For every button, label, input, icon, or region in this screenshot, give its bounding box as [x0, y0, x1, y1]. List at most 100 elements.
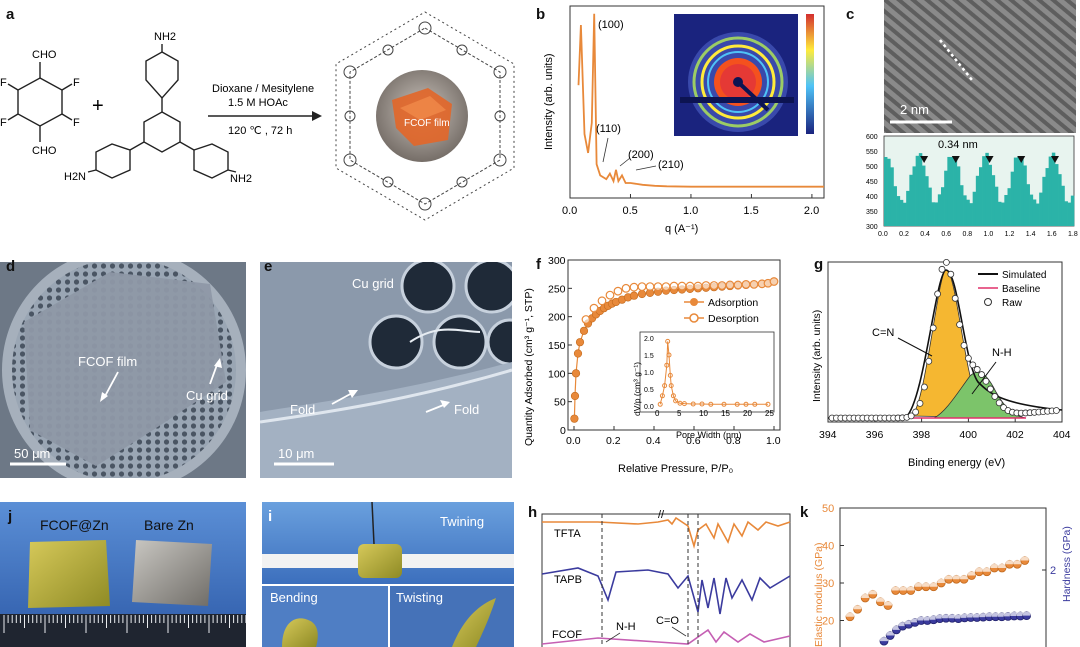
- bet-legend: Adsorption Desorption: [684, 297, 759, 325]
- condition-solvent: Dioxane / Mesitylene: [212, 83, 314, 95]
- desorption-point: [629, 282, 639, 292]
- inset-ytick-label: 2.0: [644, 336, 654, 343]
- condition-acid: 1.5 M HOAc: [228, 97, 288, 109]
- co-label: C=O: [656, 615, 679, 627]
- profile-bar: [1001, 202, 1005, 226]
- flexibility-photos: Twining Bending Twisting: [262, 502, 514, 647]
- inset-ytick-label: 0.0: [644, 404, 654, 411]
- hardness-point-half: [973, 613, 981, 618]
- profile-bar: [893, 186, 897, 226]
- desorption-point: [677, 281, 687, 291]
- inset-xtick-label: 10: [699, 409, 708, 418]
- hardness-point-half: [997, 612, 1006, 617]
- desorption-point: [669, 281, 679, 291]
- lattice-marker: [1051, 156, 1059, 163]
- profile-bar: [887, 158, 891, 226]
- bet-ytick-label: 150: [548, 340, 566, 352]
- profile-bar: [899, 199, 904, 226]
- modulus-point-half: [998, 564, 1006, 568]
- profile-bar: [1017, 157, 1021, 226]
- profile-ytick-label: 400: [866, 194, 878, 201]
- legend-simulated: Simulated: [1002, 270, 1046, 281]
- bet-xtick-label: 0.8: [726, 435, 741, 447]
- cu-grid-label-e: Cu grid: [352, 276, 394, 291]
- profile-bar: [903, 202, 907, 226]
- bet-chart: Quantity Adsorbed (cm³ g⁻¹, STP) Relativ…: [523, 255, 781, 475]
- ftir-chart: // TFTA TAPB FCOF N-H C=O: [541, 509, 791, 647]
- bet-ytick-label: 0: [560, 425, 566, 437]
- hardness-point-half: [892, 625, 901, 630]
- raw-point: [982, 377, 990, 385]
- panel-label-h: h: [528, 504, 538, 521]
- hardness-point-half: [880, 637, 888, 642]
- desorption-point: [717, 281, 727, 290]
- pore-point: [667, 372, 673, 378]
- profile-bar: [1061, 185, 1065, 226]
- hardness-point-half: [966, 613, 975, 618]
- nh2-right: NH2: [230, 173, 252, 185]
- legend-baseline: Baseline: [1002, 284, 1041, 295]
- peak-nh: N-H: [992, 347, 1012, 359]
- hardness-point-half: [917, 616, 926, 621]
- twining-label: Twining: [440, 514, 484, 529]
- twining-foil: [358, 544, 402, 578]
- profile-xtick-label: 0.4: [920, 231, 930, 238]
- desorption-point: [653, 282, 663, 292]
- hardness-point-half: [904, 620, 913, 625]
- profile-bar: [1023, 165, 1027, 226]
- peak-100: (100): [598, 19, 624, 31]
- cof-framework: [335, 11, 515, 221]
- peak-200: (200): [628, 149, 654, 161]
- monomer-tfta: [7, 62, 73, 142]
- profile-bar: [1045, 168, 1049, 226]
- panel-label-c: c: [846, 6, 855, 23]
- profile-bar: [972, 191, 977, 226]
- profile-bar: [890, 167, 894, 226]
- profile-bar: [1036, 203, 1040, 226]
- profile-bar: [985, 152, 989, 226]
- profile-bar: [896, 196, 901, 226]
- lattice-marker: [920, 156, 929, 163]
- bare-zn-foil: [132, 540, 212, 606]
- hardness-point-half: [1010, 612, 1019, 616]
- sem-image-e: Cu grid Fold Fold 10 μm: [260, 262, 512, 478]
- profile-bar: [1048, 156, 1053, 226]
- profile-bar: [931, 202, 935, 226]
- adsorption-point: [570, 391, 580, 401]
- desorption-point: [685, 281, 695, 291]
- xrd-xlabel: q (A⁻¹): [665, 223, 698, 235]
- adsorption-point: [579, 326, 589, 335]
- hardness-point-half: [948, 614, 957, 619]
- fcof-film-label: FCOF film: [404, 118, 450, 129]
- raw-point: [956, 321, 964, 329]
- raw-point: [978, 371, 986, 378]
- desorption-point: [589, 303, 599, 313]
- lattice-marker: [951, 156, 960, 163]
- pore-point: [765, 401, 771, 407]
- hardness-point-half: [991, 612, 1000, 617]
- xrd-xtick-label: 0.5: [622, 205, 637, 217]
- xps-chart: Intensity (arb. units) Binding energy (e…: [811, 258, 1071, 469]
- profile-bar: [1051, 152, 1056, 226]
- pore-point: [690, 401, 696, 407]
- raw-point: [925, 357, 933, 365]
- saxs-colorbar: [806, 14, 814, 134]
- fcof-spectrum: [541, 628, 791, 645]
- modulus-point-half: [944, 575, 953, 580]
- tfta-spectrum: [542, 516, 791, 550]
- panel-label-e: e: [264, 258, 273, 275]
- profile-bar: [1070, 195, 1075, 226]
- profile-bar: [915, 155, 920, 226]
- tfta-label: TFTA: [554, 528, 581, 540]
- profile-bar: [937, 194, 942, 226]
- bet-xtick-label: 0.4: [646, 435, 661, 447]
- adsorption-point: [570, 414, 579, 423]
- modulus-point-half: [967, 571, 976, 576]
- profile-bar: [925, 176, 929, 226]
- profile-bar: [991, 175, 996, 226]
- nanoindentation-chart: Elastic modulus (GPa) Hardness (GPa) 20 3…: [813, 503, 1073, 647]
- k-ylabel-left: Elastic modulus (GPa): [813, 543, 825, 647]
- break-mark: //: [658, 509, 665, 521]
- pore-point: [670, 393, 676, 399]
- nh2-top: NH2: [154, 31, 176, 43]
